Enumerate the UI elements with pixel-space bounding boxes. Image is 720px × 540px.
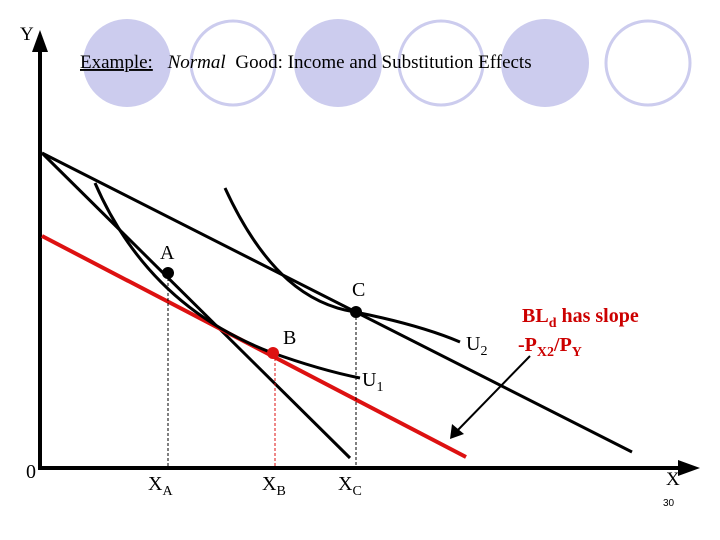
diagram-title: Example: Normal Good: Income and Substit… <box>80 52 532 73</box>
point-b-label: B <box>283 327 296 349</box>
decor-circle-2 <box>189 19 277 107</box>
xc-base: X <box>338 473 353 495</box>
x-axis-label: X <box>666 469 680 490</box>
y-axis-label: Y <box>20 24 34 45</box>
note-pointer-head <box>450 424 464 439</box>
decor-circle-1 <box>83 19 171 107</box>
u2-label: U2 <box>466 333 487 359</box>
note-has-slope: has slope <box>556 305 638 327</box>
xc-sub: C <box>352 484 361 499</box>
tick-label-xb: XB <box>262 473 286 499</box>
xb-sub: B <box>276 484 285 499</box>
note-x2-sub: X2 <box>537 345 554 360</box>
tick-label-xc: XC <box>338 473 362 499</box>
point-b-dot <box>267 347 279 359</box>
y-axis-arrow <box>32 30 48 52</box>
note-y-sub: Y <box>572 345 582 360</box>
x-axis-arrow <box>678 460 700 476</box>
note-bl: BL <box>522 305 549 327</box>
title-prefix: Example: <box>80 52 153 73</box>
note-pointer-shaft <box>455 355 531 433</box>
decor-circle-5 <box>501 19 589 107</box>
indifference-curve-u1 <box>93 182 361 380</box>
xb-base: X <box>262 473 277 495</box>
u1-label: U1 <box>362 369 383 395</box>
new-budget-line <box>40 151 352 460</box>
original-budget-line <box>41 151 633 454</box>
u2-label-sub: 2 <box>480 344 487 359</box>
decor-circle-4 <box>397 19 485 107</box>
decorative-circles <box>83 19 692 107</box>
u1-label-sub: 1 <box>376 380 383 395</box>
xa-base: X <box>148 473 163 495</box>
tick-label-xa: XA <box>148 473 173 499</box>
u2-label-base: U <box>466 333 481 355</box>
equilibrium-points: A B C <box>160 242 365 359</box>
axes: Y X 0 <box>20 24 700 490</box>
drop-lines <box>167 273 357 466</box>
slope-note-line2: -PX2/PY <box>518 334 582 360</box>
page-number: 30 <box>663 498 675 509</box>
note-pointer-arrow <box>450 355 531 439</box>
xa-sub: A <box>162 484 173 499</box>
note-p: -P <box>518 334 537 356</box>
point-c-label: C <box>352 279 365 301</box>
title-italic: Normal <box>167 52 226 73</box>
decor-circle-6 <box>604 19 692 107</box>
point-a-dot <box>162 267 174 279</box>
note-slash-p: /P <box>553 334 572 356</box>
indifference-curves <box>93 182 461 380</box>
title-rest: Good: Income and Substitution Effects <box>235 52 531 73</box>
note-bl-sub: d <box>549 316 557 331</box>
origin-label: 0 <box>26 461 36 483</box>
slope-note-line1: BLd has slope <box>522 305 639 331</box>
u1-label-base: U <box>362 369 377 391</box>
decor-circle-3 <box>294 19 382 107</box>
point-a-label: A <box>160 242 175 264</box>
point-c-dot <box>350 306 362 318</box>
